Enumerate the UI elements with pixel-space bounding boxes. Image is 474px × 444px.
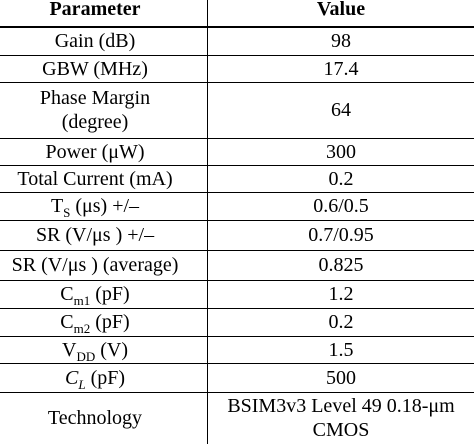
value-text: 0.825 [318, 254, 364, 276]
parameter-text: C [64, 366, 79, 389]
text-line: TS (μs) +/– [50, 194, 140, 220]
value-cell: 0.6/0.5 [208, 192, 474, 220]
parameter-text: (μs) +/– [70, 195, 140, 217]
text-line: (degree) [62, 110, 129, 134]
text-line: SR (V/μs ) (average) [12, 253, 179, 277]
text-line: VDD (V) [62, 338, 128, 364]
row-rule [0, 336, 474, 337]
value-text: 0.2 [328, 311, 354, 333]
parameter-cell: Total Current (mA) [0, 165, 190, 192]
parameter-cell: SR (V/μs ) (average) [0, 250, 190, 280]
value-text: 300 [326, 140, 356, 163]
parameter-cell: VDD (V) [0, 336, 190, 363]
row-rule [0, 138, 474, 139]
value-cell: 0.2 [208, 308, 474, 336]
header-cell: Value [316, 0, 366, 20]
row-rule [0, 308, 474, 309]
parameter-cell: Cm1 (pF) [0, 280, 190, 308]
parameter-text: Total Current (mA) [17, 167, 173, 190]
text-line: SR (V/μs ) +/– [36, 223, 154, 247]
row-rule [0, 392, 474, 393]
value-cell: 64 [208, 82, 474, 138]
parameter-text: T [50, 195, 64, 217]
parameter-cell: CL (pF) [0, 363, 190, 392]
parameter-text: (degree) [61, 111, 129, 133]
parameter-cell: SR (V/μs ) +/– [0, 220, 190, 250]
parameter-text: Power (μW) [45, 140, 145, 163]
value-cell: 1.5 [208, 336, 474, 363]
header-rule [0, 26, 474, 28]
parameter-text: (pF) [90, 283, 130, 305]
parameter-cell: Technology [0, 392, 190, 444]
text-line: Power (μW) [45, 140, 144, 164]
text-line: CL (pF) [64, 366, 126, 392]
column-divider [207, 0, 208, 444]
text-line: GBW (MHz) [42, 57, 148, 81]
parameter-text: Gain (dB) [54, 29, 136, 52]
row-rule [0, 55, 474, 56]
parameter-text: C [60, 283, 74, 305]
value-cell: 17.4 [208, 55, 474, 82]
value-text: 17.4 [323, 57, 359, 80]
parameter-text: (V) [95, 338, 128, 361]
value-cell: 500 [208, 363, 474, 392]
parameter-text: Technology [47, 407, 143, 429]
value-text: 1.2 [328, 283, 354, 305]
parameter-text: C [60, 311, 74, 333]
parameter-cell: Cm2 (pF) [0, 308, 190, 336]
value-cell: 300 [208, 138, 474, 165]
value-text: 0.7/0.95 [308, 224, 374, 246]
parameter-text: (pF) [85, 366, 126, 389]
text-line: Cm1 (pF) [60, 282, 130, 308]
parameter-text: SR (V/μs ) (average) [11, 254, 179, 276]
row-rule [0, 82, 474, 83]
text-line: Gain (dB) [55, 29, 136, 53]
value-text: 1.5 [328, 338, 354, 361]
text-line: Phase Margin [40, 86, 150, 110]
value-cell: 1.2 [208, 280, 474, 308]
value-cell: 0.7/0.95 [208, 220, 474, 250]
value-cell: 98 [208, 26, 474, 55]
parameter-cell: Gain (dB) [0, 26, 190, 55]
header-cell: Parameter [49, 0, 141, 20]
row-rule [0, 192, 474, 193]
row-rule [0, 280, 474, 281]
subscript: DD [76, 348, 96, 364]
text-line: Total Current (mA) [17, 167, 172, 191]
parameter-cell: Phase Margin (degree) [0, 82, 190, 138]
value-cell: 0.2 [208, 165, 474, 192]
parameter-cell: TS (μs) +/– [0, 192, 190, 220]
row-rule [0, 250, 474, 251]
subscript: L [78, 376, 86, 392]
parameter-cell: GBW (MHz) [0, 55, 190, 82]
subscript: m2 [73, 321, 91, 336]
value-text: 500 [326, 366, 356, 389]
value-text: BSIM3v3 Level 49 0.18-μm [227, 395, 455, 417]
value-text: CMOS [312, 419, 370, 441]
text-line: Technology [48, 406, 142, 430]
parameter-text: V [62, 338, 77, 361]
parameter-text: SR (V/μs ) +/– [35, 224, 155, 246]
value-text: 0.2 [328, 167, 354, 190]
parameter-text: (pF) [90, 311, 130, 333]
parameter-cell: Power (μW) [0, 138, 190, 165]
subscript: S [63, 205, 71, 220]
text-line: Cm2 (pF) [60, 310, 130, 336]
parameter-text: GBW (MHz) [42, 57, 148, 80]
subscript: m1 [73, 293, 91, 308]
row-rule [0, 363, 474, 364]
value-text: 98 [331, 29, 351, 52]
value-cell: 0.825 [208, 250, 474, 280]
value-text: 64 [331, 99, 351, 121]
value-text: 0.6/0.5 [313, 195, 369, 217]
row-rule [0, 165, 474, 166]
row-rule [0, 220, 474, 221]
value-cell: BSIM3v3 Level 49 0.18-μm CMOS [208, 392, 474, 444]
parameter-text: Phase Margin [39, 87, 151, 109]
